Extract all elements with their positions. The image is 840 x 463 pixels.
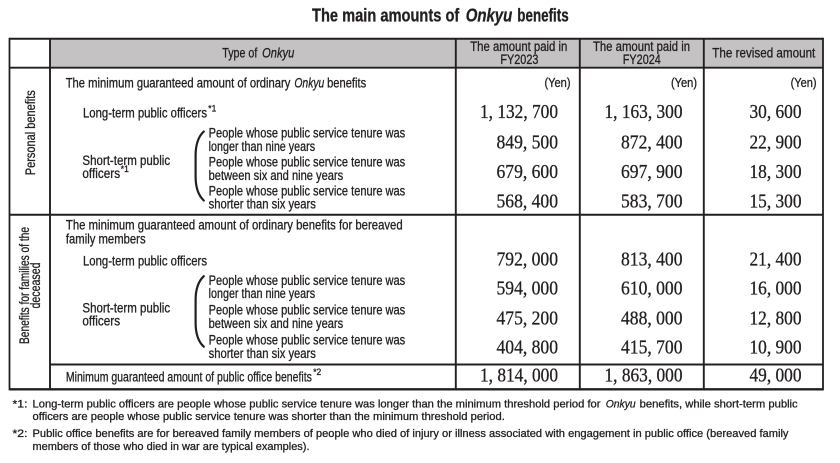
svg-text:longer than nine years: longer than nine years [209, 286, 316, 301]
svg-text:1, 132, 700: 1, 132, 700 [480, 101, 558, 123]
svg-text:People whose public service te: People whose public service tenure was [209, 183, 406, 198]
svg-text:872, 400: 872, 400 [621, 131, 683, 153]
svg-text:Onkyu: Onkyu [466, 5, 513, 25]
svg-text:404, 800: 404, 800 [497, 337, 559, 359]
svg-text:*1:: *1: [13, 398, 28, 410]
svg-text:594, 000: 594, 000 [497, 277, 559, 299]
svg-text:FY2023: FY2023 [500, 52, 538, 67]
svg-text:1, 814, 000: 1, 814, 000 [480, 364, 558, 386]
svg-text:488, 000: 488, 000 [621, 307, 683, 329]
svg-text:610, 000: 610, 000 [621, 277, 683, 299]
svg-text:People whose public service te: People whose public service tenure was [209, 333, 406, 348]
svg-text:Personal benefits: Personal benefits [23, 90, 38, 175]
svg-text:Long-term public officers are: Long-term public officers are people who… [33, 398, 601, 410]
svg-text:813, 400: 813, 400 [621, 249, 683, 271]
svg-text:Minimum guaranteed amount of p: Minimum guaranteed amount of public offi… [66, 369, 312, 384]
svg-text:between six and nine years: between six and nine years [209, 316, 344, 331]
svg-text:10, 900: 10, 900 [750, 337, 802, 359]
svg-text:shorter than six years: shorter than six years [209, 346, 317, 361]
svg-text:officers are people whose publ: officers are people whose public service… [33, 411, 505, 423]
svg-text:568, 400: 568, 400 [497, 191, 559, 213]
svg-text:*1: *1 [208, 104, 216, 114]
svg-text:deceased: deceased [28, 263, 43, 309]
svg-text:Short-term public: Short-term public [82, 301, 170, 316]
svg-text:The amount paid in: The amount paid in [593, 39, 690, 54]
svg-text:officers: officers [82, 314, 120, 329]
svg-text:Short-term public: Short-term public [82, 153, 170, 168]
svg-text:benefits: benefits [517, 5, 568, 25]
svg-text:415, 700: 415, 700 [621, 337, 683, 359]
svg-text:583, 700: 583, 700 [621, 191, 683, 213]
svg-text:30, 600: 30, 600 [750, 101, 802, 123]
svg-text:1, 163, 300: 1, 163, 300 [605, 101, 683, 123]
svg-text:697, 900: 697, 900 [621, 161, 683, 183]
svg-text:The minimum guaranteed amount: The minimum guaranteed amount of ordinar… [66, 218, 403, 233]
svg-text:(Yen): (Yen) [791, 76, 817, 90]
svg-text:Public office benefits are for: Public office benefits are for bereaved … [33, 428, 789, 440]
svg-text:(Yen): (Yen) [545, 76, 571, 90]
svg-text:shorter than six years: shorter than six years [209, 196, 317, 211]
svg-text:Onkyu: Onkyu [294, 75, 324, 90]
svg-text:The main amounts of: The main amounts of [312, 5, 460, 25]
svg-text:15, 300: 15, 300 [750, 191, 802, 213]
svg-text:16, 000: 16, 000 [750, 277, 802, 299]
svg-text:People whose public service te: People whose public service tenure was [209, 303, 406, 318]
svg-text:family members: family members [66, 231, 146, 246]
svg-text:Long-term public officers: Long-term public officers [83, 254, 207, 269]
svg-text:FY2024: FY2024 [623, 52, 661, 67]
svg-text:1, 863, 000: 1, 863, 000 [605, 364, 683, 386]
svg-text:Type of: Type of [222, 45, 257, 60]
svg-text:longer than nine years: longer than nine years [209, 139, 316, 154]
svg-text:People whose public service te: People whose public service tenure was [209, 125, 406, 140]
svg-text:People whose public service te: People whose public service tenure was [209, 273, 406, 288]
svg-text:Long-term public officers: Long-term public officers [83, 106, 207, 121]
svg-text:between six and nine years: between six and nine years [209, 168, 344, 183]
svg-text:*1: *1 [121, 164, 129, 174]
svg-text:The minimum guaranteed amount: The minimum guaranteed amount of ordinar… [66, 75, 291, 90]
svg-text:*2: *2 [313, 367, 321, 377]
svg-text:679, 600: 679, 600 [497, 161, 559, 183]
svg-text:(Yen): (Yen) [671, 76, 697, 90]
svg-text:22, 900: 22, 900 [750, 131, 802, 153]
svg-text:benefits, while short-term pub: benefits, while short-term public [640, 398, 798, 410]
svg-text:Onkyu: Onkyu [262, 45, 295, 60]
svg-text:The amount paid in: The amount paid in [470, 39, 567, 54]
svg-text:12, 800: 12, 800 [750, 307, 802, 329]
svg-text:Benefits for families of the: Benefits for families of the [17, 227, 32, 344]
svg-text:792, 000: 792, 000 [497, 249, 559, 271]
svg-text:benefits: benefits [327, 75, 366, 90]
svg-text:Onkyu: Onkyu [606, 398, 636, 410]
svg-text:People whose public service te: People whose public service tenure was [209, 155, 406, 170]
svg-text:members of those who died in w: members of those who died in war are typ… [33, 441, 310, 453]
svg-text:849, 500: 849, 500 [497, 131, 559, 153]
svg-text:475, 200: 475, 200 [497, 307, 559, 329]
svg-text:*2:: *2: [13, 428, 28, 440]
svg-text:18, 300: 18, 300 [750, 161, 802, 183]
svg-text:49, 000: 49, 000 [750, 364, 802, 386]
svg-text:officers: officers [82, 166, 120, 181]
svg-text:The revised amount: The revised amount [712, 45, 815, 60]
svg-text:21, 400: 21, 400 [750, 249, 802, 271]
